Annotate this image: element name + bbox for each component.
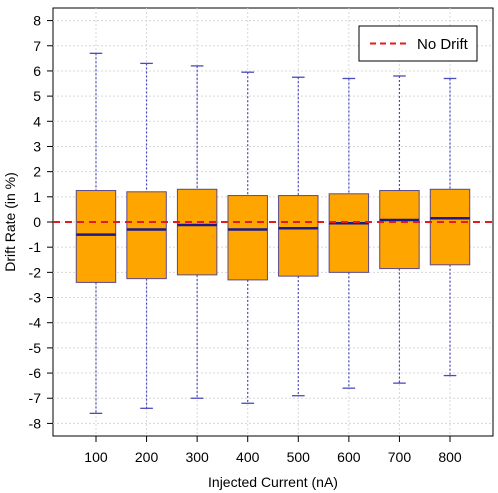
y-tick-label: 3 bbox=[33, 138, 41, 154]
box-iqr bbox=[379, 190, 420, 270]
x-tick-label: 700 bbox=[388, 449, 412, 465]
y-tick-label: -4 bbox=[29, 315, 42, 331]
y-tick-label: -3 bbox=[29, 290, 42, 306]
box-700 bbox=[379, 75, 420, 384]
box-400 bbox=[227, 71, 268, 404]
y-tick-label: -1 bbox=[29, 239, 42, 255]
x-tick-label: 400 bbox=[236, 449, 260, 465]
y-axis-title: Drift Rate (in %) bbox=[2, 172, 18, 272]
box-200 bbox=[126, 62, 167, 409]
y-tick-label: -7 bbox=[29, 390, 42, 406]
x-tick-label: 500 bbox=[287, 449, 311, 465]
y-tick-label: 5 bbox=[33, 88, 41, 104]
y-tick-label: 0 bbox=[33, 214, 41, 230]
box-600 bbox=[328, 77, 370, 389]
y-tick-label: 2 bbox=[33, 164, 41, 180]
y-tick-label: 6 bbox=[33, 63, 41, 79]
box-series bbox=[75, 52, 471, 414]
box-iqr bbox=[429, 188, 471, 266]
x-axis: 100 200 300 400 500 600 700 800 bbox=[84, 436, 462, 465]
x-tick-label: 600 bbox=[337, 449, 361, 465]
y-tick-label: -5 bbox=[29, 340, 42, 356]
x-tick-label: 100 bbox=[84, 449, 108, 465]
y-tick-label: -8 bbox=[29, 415, 42, 431]
y-tick-label: 7 bbox=[33, 38, 41, 54]
y-tick-label: 1 bbox=[33, 189, 41, 205]
box-iqr bbox=[126, 191, 167, 280]
legend-label-no-drift: No Drift bbox=[417, 36, 469, 53]
x-tick-label: 200 bbox=[135, 449, 159, 465]
y-tick-label: -6 bbox=[29, 365, 42, 381]
box-300 bbox=[176, 65, 218, 399]
x-tick-label: 800 bbox=[438, 449, 462, 465]
legend-box bbox=[358, 25, 478, 62]
box-iqr bbox=[328, 193, 370, 273]
y-tick-label: 4 bbox=[33, 113, 41, 129]
y-axis: -8 -7 -6 -5 -4 -3 -2 -1 0 1 2 3 4 5 6 7 8 bbox=[29, 13, 53, 431]
box-iqr bbox=[227, 195, 268, 281]
y-tick-label: -2 bbox=[29, 264, 42, 280]
legend: No Drift bbox=[358, 25, 478, 62]
box-100 bbox=[75, 52, 117, 414]
x-axis-title: Injected Current (nA) bbox=[208, 474, 338, 490]
box-iqr bbox=[176, 188, 218, 276]
box-500 bbox=[278, 76, 319, 397]
x-tick-label: 300 bbox=[185, 449, 209, 465]
box-800 bbox=[429, 77, 471, 377]
box-iqr bbox=[75, 190, 117, 283]
y-tick-label: 8 bbox=[33, 13, 41, 29]
box-iqr bbox=[278, 195, 319, 277]
